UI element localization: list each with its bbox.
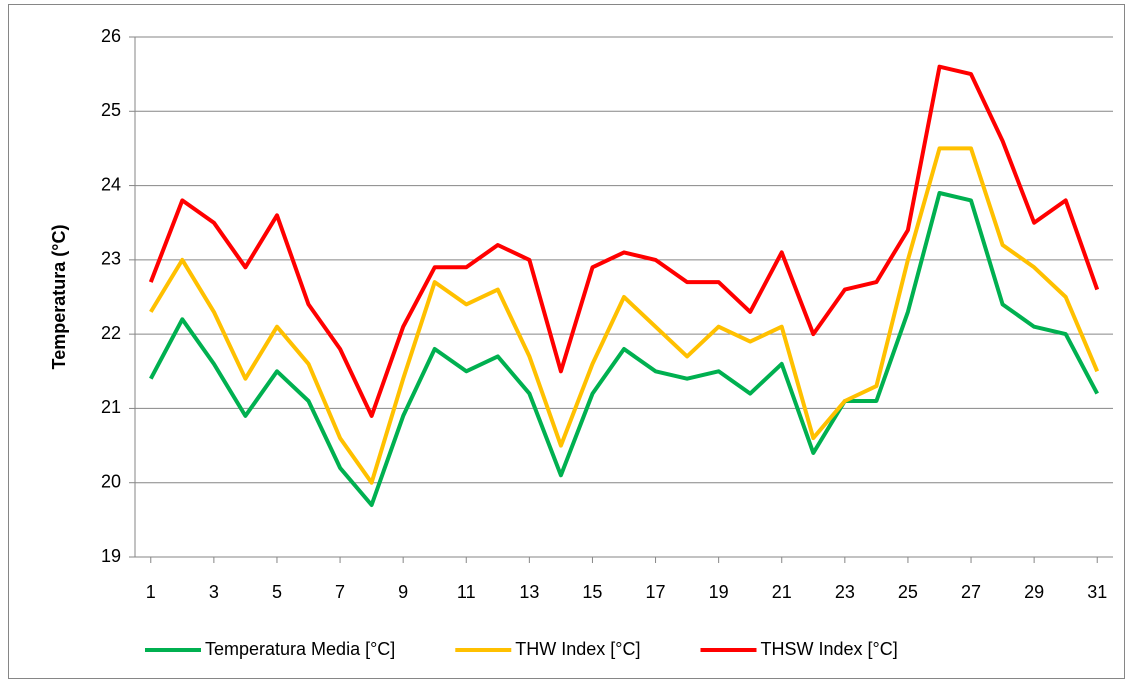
- x-tick-label: 1: [146, 582, 156, 602]
- y-tick-label: 23: [101, 249, 121, 269]
- x-tick-label: 29: [1024, 582, 1044, 602]
- x-tick-label: 17: [646, 582, 666, 602]
- legend-label: Temperatura Media [°C]: [205, 639, 395, 659]
- x-tick-label: 13: [519, 582, 539, 602]
- y-tick-label: 24: [101, 174, 121, 194]
- x-tick-label: 11: [457, 582, 476, 602]
- y-axis-label: Temperatura (°C): [49, 225, 69, 370]
- x-tick-label: 5: [272, 582, 282, 602]
- x-tick-label: 3: [209, 582, 219, 602]
- data-line: [148, 64, 1100, 418]
- y-tick-label: 26: [101, 26, 121, 46]
- data-line: [149, 191, 1099, 507]
- x-tick-label: 9: [398, 582, 408, 602]
- x-tick-label: 19: [709, 582, 729, 602]
- y-tick-label: 25: [101, 100, 121, 120]
- data-line: [149, 146, 1100, 485]
- legend-label: THW Index [°C]: [515, 639, 640, 659]
- x-tick-label: 15: [582, 582, 602, 602]
- y-tick-label: 19: [101, 546, 121, 566]
- chart-border: [8, 4, 1125, 679]
- x-tick-label: 27: [961, 582, 981, 602]
- x-tick-label: 25: [898, 582, 918, 602]
- x-tick-label: 31: [1087, 582, 1107, 602]
- y-tick-label: 21: [101, 397, 121, 417]
- legend-label: THSW Index [°C]: [761, 639, 898, 659]
- x-tick-label: 23: [835, 582, 855, 602]
- y-tick-label: 20: [101, 471, 121, 491]
- x-tick-label: 21: [772, 582, 792, 602]
- x-tick-label: 7: [335, 582, 345, 602]
- y-tick-label: 22: [101, 323, 121, 343]
